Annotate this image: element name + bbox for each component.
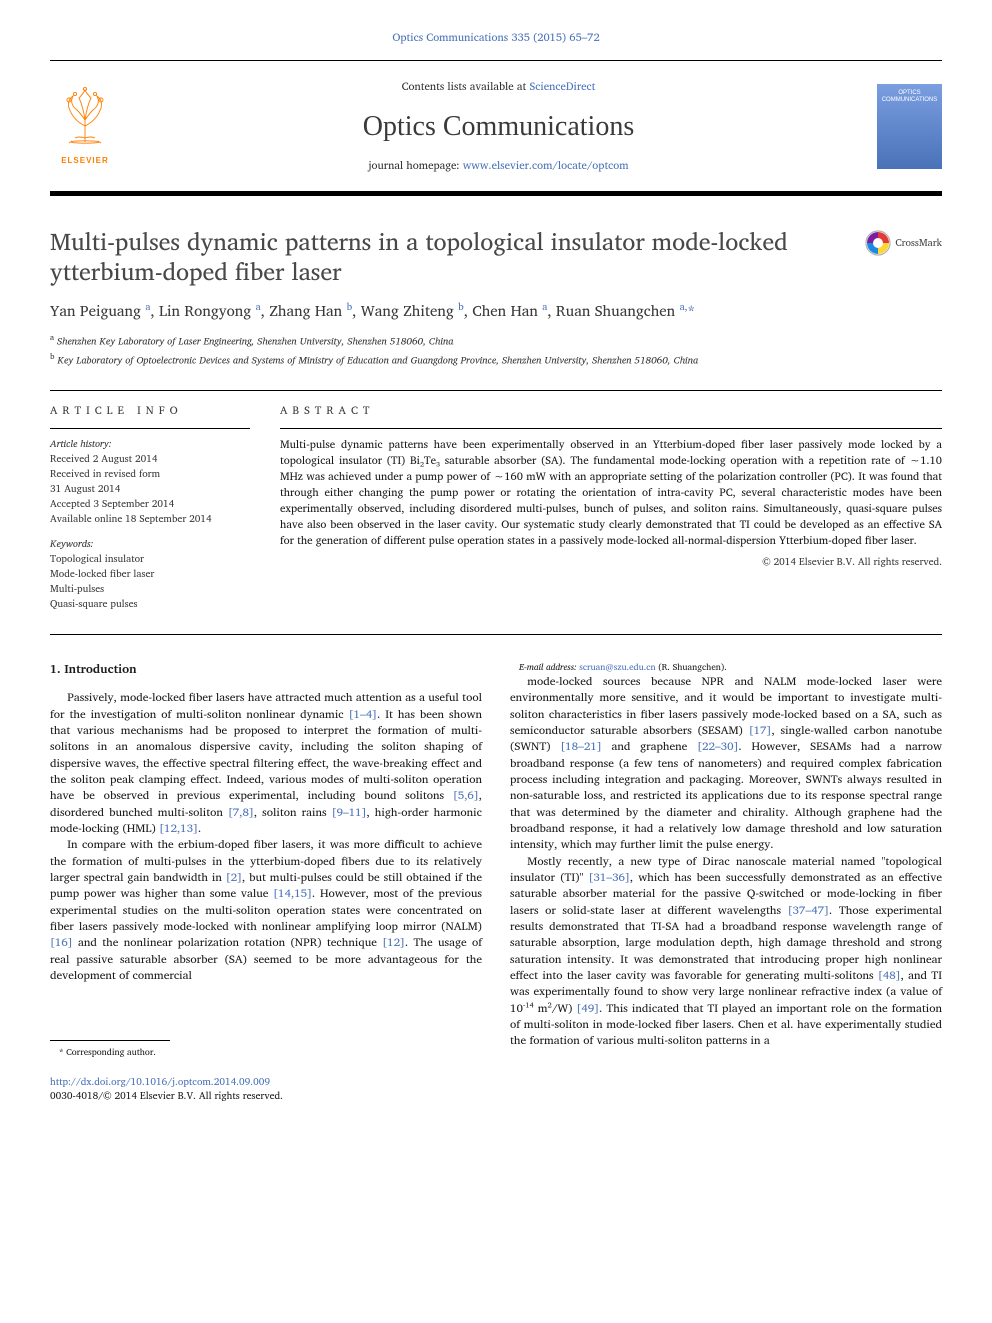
info-rule-bottom [50, 634, 942, 635]
history-l4: Available online 18 September 2014 [50, 512, 250, 527]
authors-line: Yan Peiguang a, Lin Rongyong a, Zhang Ha… [50, 300, 942, 321]
info-under-rule [50, 428, 250, 429]
keyword-0: Topological insulator [50, 552, 250, 567]
keyword-2: Multi-pulses [50, 582, 250, 597]
elsevier-tree-icon [55, 86, 115, 144]
article-history: Article history: Received 2 August 2014 … [50, 437, 250, 527]
abstract-header: abstract [280, 403, 942, 418]
journal-header: ELSEVIER Contents lists available at Sci… [50, 71, 942, 181]
para-2: In compare with the erbium-doped fiber l… [50, 837, 482, 984]
homepage-line: journal homepage: www.elsevier.com/locat… [120, 158, 877, 173]
article-info-column: article info Article history: Received 2… [50, 403, 250, 612]
contents-available: Contents lists available at ScienceDirec… [120, 79, 877, 94]
top-citation: Optics Communications 335 (2015) 65–72 [50, 30, 942, 45]
history-l2: 31 August 2014 [50, 482, 250, 497]
sciencedirect-link[interactable]: ScienceDirect [530, 77, 596, 95]
affiliations: a Shenzhen Key Laboratory of Laser Engin… [50, 331, 942, 368]
issn-line: 0030-4018/© 2014 Elsevier B.V. All right… [50, 1089, 942, 1103]
abstract-under-rule [280, 428, 942, 429]
crossmark-label: CrossMark [895, 236, 942, 250]
cover-line2: COMMUNICATIONS [882, 97, 938, 104]
para-1: Passively, mode-locked fiber lasers have… [50, 690, 482, 837]
info-rule-top [50, 390, 942, 391]
abstract-text: Multi-pulse dynamic patterns have been e… [280, 437, 942, 549]
article-info-header: article info [50, 403, 250, 418]
body-text: 1. Introduction Passively, mode-locked f… [50, 661, 942, 1059]
abstract-column: abstract Multi-pulse dynamic patterns ha… [280, 403, 942, 612]
para-3: mode-locked sources because NPR and NALM… [510, 674, 942, 854]
article-title: Multi-pulses dynamic patterns in a topol… [50, 226, 853, 286]
keyword-1: Mode-locked fiber laser [50, 567, 250, 582]
elsevier-wordmark: ELSEVIER [61, 155, 109, 166]
elsevier-logo: ELSEVIER [50, 86, 120, 166]
crossmark-icon [865, 230, 891, 256]
affiliation-a: a Shenzhen Key Laboratory of Laser Engin… [50, 331, 942, 349]
homepage-link[interactable]: www.elsevier.com/locate/optcom [463, 156, 629, 174]
homepage-prefix: journal homepage: [368, 156, 462, 174]
history-l1: Received in revised form [50, 467, 250, 482]
history-l3: Accepted 3 September 2014 [50, 497, 250, 512]
footnote-rule [50, 1040, 170, 1041]
contents-prefix: Contents lists available at [402, 77, 530, 95]
affiliation-b: b Key Laboratory of Optoelectronic Devic… [50, 350, 942, 368]
header-center: Contents lists available at ScienceDirec… [120, 79, 877, 173]
header-rule-top [50, 60, 942, 61]
crossmark-badge[interactable]: CrossMark [865, 230, 942, 256]
para-4: Mostly recently, a new type of Dirac nan… [510, 854, 942, 1050]
header-rule-bottom [50, 191, 942, 196]
journal-cover-thumb: OPTICS COMMUNICATIONS [877, 84, 942, 169]
journal-name: Optics Communications [120, 107, 877, 146]
history-l0: Received 2 August 2014 [50, 452, 250, 467]
keywords-label: Keywords: [50, 537, 250, 552]
keywords-block: Keywords: Topological insulator Mode-loc… [50, 537, 250, 612]
page-footer: http://dx.doi.org/10.1016/j.optcom.2014.… [50, 1075, 942, 1103]
section-1-heading: 1. Introduction [50, 661, 482, 678]
abstract-copyright: © 2014 Elsevier B.V. All rights reserved… [280, 555, 942, 569]
history-label: Article history: [50, 437, 250, 452]
keyword-3: Quasi-square pulses [50, 597, 250, 612]
corresponding-footnote: * Corresponding author. [50, 1046, 482, 1059]
cover-line1: OPTICS [898, 90, 920, 97]
